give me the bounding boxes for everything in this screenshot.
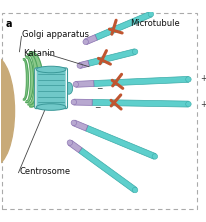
Polygon shape — [72, 120, 88, 131]
Circle shape — [185, 77, 190, 82]
Circle shape — [71, 120, 76, 126]
Polygon shape — [73, 99, 92, 105]
Polygon shape — [75, 81, 94, 87]
FancyBboxPatch shape — [36, 70, 65, 107]
Polygon shape — [79, 60, 89, 68]
Circle shape — [77, 63, 82, 68]
Ellipse shape — [65, 82, 72, 94]
Circle shape — [132, 49, 137, 54]
Text: Katanin: Katanin — [23, 49, 55, 58]
Polygon shape — [92, 99, 188, 107]
Polygon shape — [26, 56, 33, 103]
Text: Centrosome: Centrosome — [19, 167, 70, 176]
Polygon shape — [29, 52, 43, 107]
Polygon shape — [23, 59, 28, 100]
Circle shape — [147, 11, 153, 17]
Circle shape — [185, 101, 190, 107]
Text: +: + — [199, 100, 206, 109]
Polygon shape — [85, 125, 155, 159]
Circle shape — [67, 140, 72, 145]
Polygon shape — [68, 140, 82, 153]
Polygon shape — [28, 54, 38, 105]
Polygon shape — [93, 76, 188, 87]
FancyBboxPatch shape — [35, 68, 67, 109]
Polygon shape — [84, 35, 97, 45]
Circle shape — [73, 82, 78, 87]
Circle shape — [71, 99, 76, 105]
Polygon shape — [95, 11, 151, 40]
Text: a: a — [6, 19, 12, 29]
Circle shape — [132, 187, 137, 193]
Text: Golgi apparatus: Golgi apparatus — [22, 30, 89, 39]
Polygon shape — [78, 148, 136, 192]
Text: +: + — [199, 74, 206, 83]
Text: Microtubule: Microtubule — [130, 18, 179, 28]
Circle shape — [151, 154, 157, 159]
Text: −: − — [94, 103, 100, 112]
Ellipse shape — [0, 57, 14, 165]
Circle shape — [83, 39, 88, 45]
Polygon shape — [88, 49, 135, 66]
Ellipse shape — [36, 66, 66, 73]
Text: −: − — [95, 84, 102, 93]
Ellipse shape — [36, 104, 66, 110]
